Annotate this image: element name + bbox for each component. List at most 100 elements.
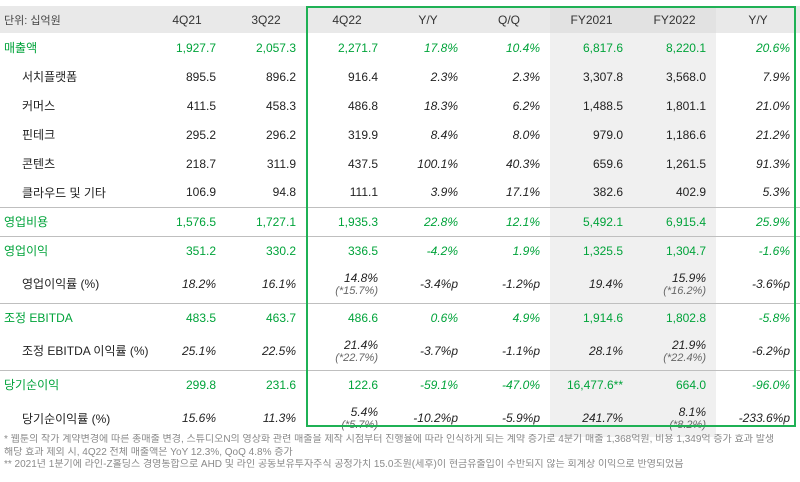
table-cell: 6,915.4 xyxy=(633,207,716,237)
table-cell: 18.2% xyxy=(148,265,226,304)
row-label: 영업비용 xyxy=(0,207,148,237)
table-cell: 15.6% xyxy=(181,411,216,425)
table-cell: 218.7 xyxy=(185,156,216,171)
table-cell: 296.2 xyxy=(265,127,296,142)
table-cell: 463.7 xyxy=(265,310,296,325)
table-cell: -4.2% xyxy=(426,243,458,258)
table-cell: 22.8% xyxy=(388,207,468,237)
table-cell: 351.2 xyxy=(185,243,216,258)
column-header: FY2021 xyxy=(550,6,633,33)
table-cell: 25.1% xyxy=(148,332,226,371)
footnotes: * 웹툰의 작가 계약변경에 따른 총매출 변경, 스튜디오N의 영상화 관련 … xyxy=(4,434,800,472)
table-cell: 12.1% xyxy=(468,207,550,237)
cell-value: 21.4% xyxy=(343,337,378,352)
table-row-sub: 서치플랫폼 895.5 896.2 916.4 2.3% 2.3% 3,307.8 3,568… xyxy=(0,62,800,91)
table-cell: -10.2%p xyxy=(413,411,458,425)
table-cell: -3.6%p xyxy=(716,265,800,304)
table-cell: -96.0% xyxy=(751,377,790,392)
table-cell: 8.0% xyxy=(512,127,540,142)
table-cell: 486.6 xyxy=(347,310,378,325)
table-cell: 2.3% xyxy=(512,69,540,84)
column-header: Y/Y xyxy=(418,12,438,27)
table-cell: 122.6 xyxy=(347,377,378,392)
table-cell: 3.9% xyxy=(388,178,468,208)
row-label: 당기순이익률 (%) xyxy=(22,411,111,426)
table-cell: 916.4 xyxy=(347,69,378,84)
table-cell: 22.5% xyxy=(226,332,306,371)
table-cell: 319.9 xyxy=(347,127,378,142)
table-cell: -59.1% xyxy=(419,377,458,392)
column-header: Y/Y xyxy=(748,12,768,27)
table-cell: 16,477.6** xyxy=(550,370,633,399)
financial-table-container: 단위: 십억원 4Q21 3Q22 4Q22 Y/Y Q/Q FY2021 FY2022 Y/Y… xyxy=(0,6,800,437)
table-cell: 17.8% xyxy=(423,40,458,55)
table-cell: 94.8 xyxy=(226,178,306,208)
table-cell: 7.9% xyxy=(762,69,790,84)
cell-adjusted-note: (*8.2%) xyxy=(669,419,706,431)
column-header: 4Q22 xyxy=(332,12,362,27)
table-row-main: 조정 EBITDA 483.5 463.7 486.6 0.6% 4.9% 1,914.6 1… xyxy=(0,303,800,332)
footnote-1: * 웹툰의 작가 계약변경에 따른 총매출 변경, 스튜디오N의 영상화 관련 … xyxy=(4,434,775,445)
table-cell: 5,492.1 xyxy=(550,207,633,237)
table-row-main: 매출액 1,927.7 2,057.3 2,271.7 17.8% 10.4% 6,817.… xyxy=(0,33,800,62)
table-cell: 336.5 xyxy=(347,243,378,258)
table-cell: -1.1%p xyxy=(468,332,550,371)
table-cell: 2.3% xyxy=(430,69,458,84)
table-cell: -3.4%p xyxy=(388,265,468,304)
table-cell: 1,935.3 xyxy=(306,207,388,237)
table-row-sub: 영업이익률 (%) 18.2% 16.1% 14.8% (*15.7%) -3.4%p -1… xyxy=(0,265,800,304)
table-cell: 1,261.5 xyxy=(633,149,716,178)
table-cell: 483.5 xyxy=(185,310,216,325)
table-cell: 1,802.8 xyxy=(633,303,716,332)
table-cell: 486.8 xyxy=(347,98,378,113)
table-cell: 25.9% xyxy=(716,207,800,237)
table-row-main: 당기순이익 299.8 231.6 122.6 -59.1% -47.0% 16,477.6… xyxy=(0,370,800,399)
table-cell: 1,727.1 xyxy=(226,207,306,237)
table-cell: 16.1% xyxy=(226,265,306,304)
footnote-3: ** 2021년 1분기에 라인-Z홀딩스 경영통합으로 AHD 및 라인 공동… xyxy=(4,459,684,470)
table-cell: -1.2%p xyxy=(468,265,550,304)
table-cell: 1,186.6 xyxy=(633,120,716,149)
table-cell: 311.9 xyxy=(266,156,296,171)
table-cell: -1.6% xyxy=(758,243,790,258)
table-cell: 21.0% xyxy=(755,98,790,113)
table-cell: 11.3% xyxy=(262,411,296,425)
table-row-sub: 핀테크 295.2 296.2 319.9 8.4% 8.0% 979.0 1,186.6 21… xyxy=(0,120,800,149)
table-cell: 8,220.1 xyxy=(633,33,716,62)
table-cell-with-note: 8.1% (*8.2%) xyxy=(633,399,716,437)
table-cell: -3.7%p xyxy=(388,332,468,371)
table-cell: 299.8 xyxy=(185,377,216,392)
table-cell: 231.6 xyxy=(265,377,296,392)
row-label: 핀테크 xyxy=(22,128,56,142)
column-header: 3Q22 xyxy=(251,12,281,27)
table-cell: 979.0 xyxy=(550,120,633,149)
table-cell: 664.0 xyxy=(633,370,716,399)
table-cell: 895.5 xyxy=(185,69,216,84)
table-cell: 5.3% xyxy=(716,178,800,208)
table-cell: 21.2% xyxy=(755,127,790,142)
table-cell: 3,568.0 xyxy=(633,62,716,91)
table-cell: 106.9 xyxy=(148,178,226,208)
row-label: 조정 EBITDA xyxy=(4,311,73,326)
table-cell: 17.1% xyxy=(468,178,550,208)
financial-summary-table: 단위: 십억원 4Q21 3Q22 4Q22 Y/Y Q/Q FY2021 FY2022 Y/Y… xyxy=(0,6,800,437)
table-cell: 1,304.7 xyxy=(633,236,716,265)
table-cell-with-note: 5.4% (*5.7%) xyxy=(306,399,388,437)
table-row-sub: 콘텐츠 218.7 311.9 437.5 100.1% 40.3% 659.6 1,261.… xyxy=(0,149,800,178)
table-cell: 1,325.5 xyxy=(550,236,633,265)
table-header-row: 단위: 십억원 4Q21 3Q22 4Q22 Y/Y Q/Q FY2021 FY2022 Y/Y xyxy=(0,6,800,33)
cell-value: 5.4% xyxy=(350,405,378,419)
cell-adjusted-note: (*16.2%) xyxy=(663,284,706,297)
table-row-main: 영업비용 1,576.5 1,727.1 1,935.3 22.8% 12.1% 5,492… xyxy=(0,207,800,237)
table-cell: 10.4% xyxy=(505,40,540,55)
table-row-sub: 클라우드 및 기타 106.9 94.8 111.1 3.9% 17.1% 382.6 402… xyxy=(0,178,800,208)
table-cell: -6.2%p xyxy=(716,332,800,371)
table-cell: 111.1 xyxy=(306,178,388,208)
table-cell: -233.6%p xyxy=(738,411,790,425)
table-cell: 2,057.3 xyxy=(255,40,296,55)
cell-value: 15.9% xyxy=(671,270,706,285)
table-cell: 40.3% xyxy=(505,156,540,171)
cell-adjusted-note: (*15.7%) xyxy=(335,284,378,297)
cell-value: 21.9% xyxy=(671,337,706,352)
table-cell: 896.2 xyxy=(265,69,296,84)
